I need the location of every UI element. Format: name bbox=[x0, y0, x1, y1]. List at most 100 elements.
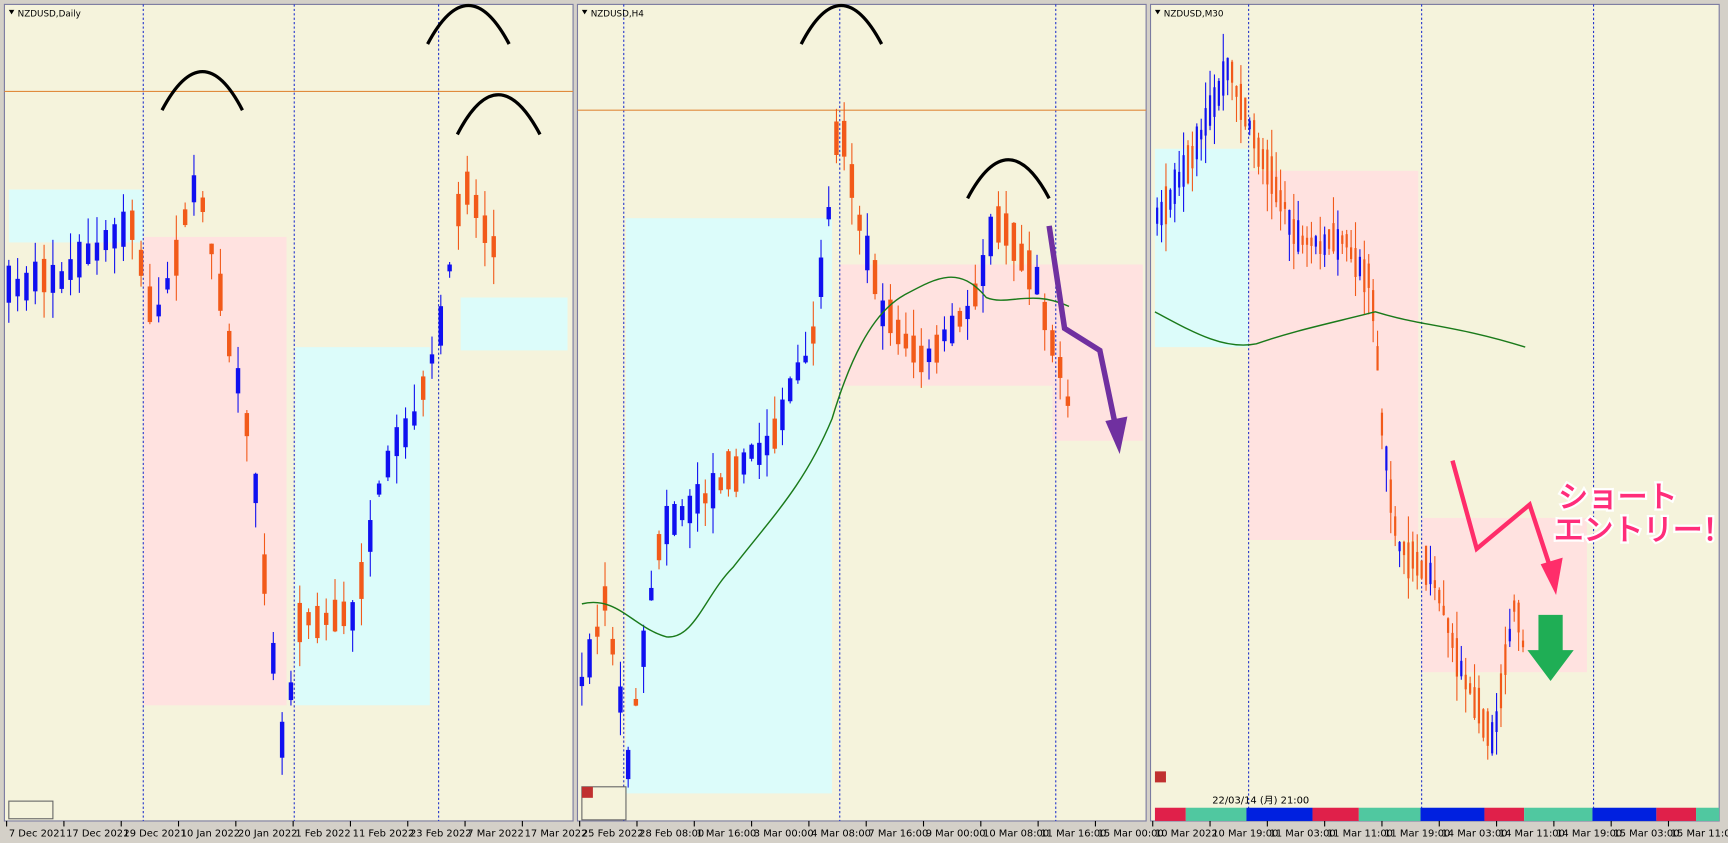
title-marker bbox=[8, 9, 15, 15]
candle-body bbox=[218, 273, 223, 311]
candle-body bbox=[1164, 186, 1168, 225]
candle-body bbox=[359, 562, 364, 599]
candle-body bbox=[625, 749, 631, 780]
moving-average bbox=[581, 276, 1070, 638]
candle-body bbox=[1354, 248, 1357, 277]
x-tick-label: 1 Mar 16:00 bbox=[696, 828, 756, 839]
candle-body bbox=[1442, 605, 1445, 616]
candle-body bbox=[59, 271, 64, 289]
title-marker bbox=[581, 9, 588, 15]
candle-body bbox=[1491, 722, 1494, 754]
candle-body bbox=[1473, 687, 1476, 718]
x-tick-label: 1 Feb 2022 bbox=[295, 828, 350, 839]
candle-body bbox=[1407, 542, 1410, 579]
candle-body bbox=[664, 505, 669, 545]
candle-body bbox=[1065, 396, 1071, 406]
arc bbox=[455, 93, 542, 136]
candle-body bbox=[764, 435, 770, 456]
candle-body bbox=[780, 399, 785, 431]
candle-body bbox=[841, 120, 847, 157]
candle-body bbox=[1173, 169, 1176, 204]
candle-body bbox=[772, 418, 777, 449]
arc bbox=[426, 3, 511, 45]
candle-body bbox=[1451, 632, 1454, 648]
candle-body bbox=[695, 484, 700, 514]
candle-body bbox=[209, 243, 214, 255]
candle-body bbox=[1517, 602, 1520, 633]
candle-body bbox=[849, 164, 855, 198]
candle-body bbox=[1411, 541, 1414, 569]
candle-body bbox=[942, 329, 947, 342]
panel-title: NZDUSD,M30 bbox=[1164, 10, 1224, 20]
arc bbox=[160, 69, 244, 111]
candle-body bbox=[1208, 95, 1212, 126]
candle-body bbox=[895, 319, 901, 345]
candle-body bbox=[733, 456, 739, 492]
candle-body bbox=[1191, 145, 1194, 169]
candle-body bbox=[903, 333, 909, 349]
candle-body bbox=[1275, 176, 1278, 203]
x-tick-label: 15 Mar 03:00 bbox=[1613, 828, 1679, 839]
arc bbox=[966, 158, 1051, 200]
panel-1 bbox=[3, 3, 574, 822]
candle-body bbox=[121, 211, 126, 247]
candle-body bbox=[996, 206, 1001, 243]
candle-body bbox=[491, 236, 496, 258]
candle-body bbox=[988, 216, 993, 257]
arrow-head bbox=[1105, 416, 1128, 455]
zone bbox=[1154, 148, 1249, 348]
toolbox-button[interactable] bbox=[581, 786, 593, 798]
chart-area bbox=[1149, 3, 1720, 822]
toolbox[interactable] bbox=[1154, 790, 1206, 805]
status-time: 22/03/14 (月) 21:00 bbox=[1212, 794, 1309, 806]
candle-body bbox=[182, 209, 188, 226]
candle-body bbox=[1482, 709, 1485, 738]
x-tick-label: 10 Mar 2022 bbox=[1155, 828, 1218, 839]
segment bbox=[1154, 807, 1186, 821]
candle-body bbox=[687, 495, 693, 524]
x-tick-label: 10 Mar 19:00 bbox=[1212, 828, 1278, 839]
segment bbox=[1696, 807, 1720, 821]
candle-body bbox=[1182, 155, 1185, 187]
candle-body bbox=[618, 686, 623, 713]
down-arrow bbox=[1046, 225, 1121, 436]
arc bbox=[799, 3, 884, 45]
candle-body bbox=[926, 348, 932, 363]
candle-body bbox=[297, 602, 302, 643]
candle-body bbox=[1455, 638, 1458, 677]
candle-body bbox=[253, 473, 258, 504]
candle-body bbox=[262, 554, 267, 594]
candle-body bbox=[1213, 87, 1216, 117]
segment bbox=[1484, 807, 1525, 821]
candle-body bbox=[1178, 171, 1181, 188]
candle-body bbox=[6, 265, 12, 303]
x-tick-label: 11 Mar 16:00 bbox=[1040, 828, 1106, 839]
candle-body bbox=[244, 413, 250, 437]
entry-arrow bbox=[1450, 460, 1556, 580]
toolbox[interactable] bbox=[8, 800, 54, 820]
candle-body bbox=[1283, 202, 1287, 209]
annotation: ショート bbox=[1558, 480, 1677, 515]
toolbox[interactable] bbox=[581, 786, 627, 821]
candle-body bbox=[857, 214, 862, 231]
candle-body bbox=[376, 483, 382, 495]
candle-body bbox=[1477, 687, 1481, 724]
candle-body bbox=[1398, 541, 1401, 552]
session-bar bbox=[1154, 807, 1720, 821]
candle-body bbox=[438, 306, 444, 346]
toolbox-button[interactable] bbox=[1154, 771, 1166, 783]
candle-body bbox=[174, 239, 179, 276]
candle-body bbox=[1050, 330, 1055, 356]
candle-body bbox=[429, 354, 435, 364]
candle-body bbox=[718, 477, 723, 491]
candle-body bbox=[1420, 560, 1423, 579]
candle-body bbox=[1297, 220, 1300, 252]
x-tick-label: 28 Feb 08:00 bbox=[639, 828, 704, 839]
candle-body bbox=[1019, 243, 1024, 271]
candle-body bbox=[385, 450, 391, 478]
candle-body bbox=[1156, 207, 1159, 224]
candle-body bbox=[50, 264, 56, 293]
candle-body bbox=[1042, 301, 1047, 331]
candle-body bbox=[94, 242, 100, 261]
candle-body bbox=[1446, 618, 1450, 633]
